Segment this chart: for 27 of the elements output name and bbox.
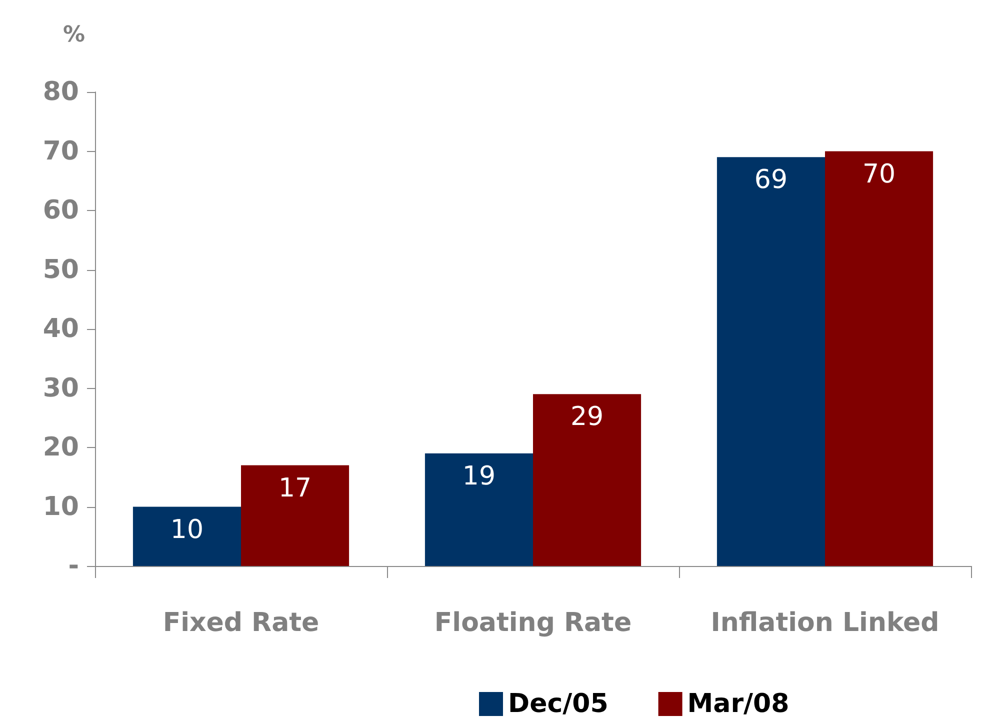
y-tick-label: 80 — [42, 77, 79, 107]
x-tick-label: Floating Rate — [434, 608, 632, 638]
data-label: 17 — [278, 473, 312, 504]
bar — [716, 157, 825, 566]
data-label: 69 — [754, 165, 788, 196]
y-axis-title: % — [62, 22, 85, 48]
bar — [132, 506, 241, 566]
legend-label: Dec/05 — [508, 689, 608, 719]
x-tick-label: Fixed Rate — [162, 608, 320, 638]
data-label: 10 — [170, 514, 204, 545]
y-tick-label: 50 — [42, 254, 79, 285]
bar — [825, 151, 934, 566]
legend-label: Mar/08 — [687, 689, 790, 719]
bar — [533, 394, 642, 566]
data-label: 70 — [862, 159, 896, 190]
y-tick-label: 60 — [42, 196, 79, 226]
y-tick-label: 70 — [42, 136, 79, 166]
y-tick-label: 20 — [42, 432, 79, 462]
bar — [241, 465, 350, 566]
y-tick-label: 40 — [42, 314, 79, 344]
x-tick-label: Inflation Linked — [710, 608, 940, 638]
y-tick-label: 10 — [42, 492, 79, 522]
data-label: 29 — [570, 402, 604, 432]
bar — [424, 453, 533, 566]
data-label: 19 — [462, 461, 496, 492]
y-tick-label: - — [68, 551, 79, 581]
y-tick-label: 30 — [42, 373, 79, 404]
